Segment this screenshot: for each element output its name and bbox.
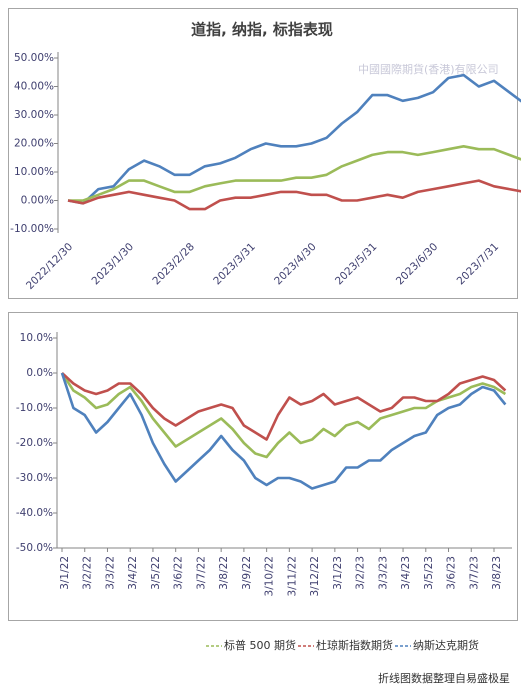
x-tick-label: 3/7/23 xyxy=(468,556,480,590)
y-tick-label: -30.0% xyxy=(16,472,53,484)
x-tick-label: 3/11/22 xyxy=(286,556,298,596)
x-tick-label: 3/1/23 xyxy=(332,556,344,590)
y-tick-label: 10.0% xyxy=(20,332,53,344)
x-tick-label: 2023/1/30 xyxy=(90,241,137,288)
x-tick-label: 3/3/23 xyxy=(377,556,389,590)
watermark: 中國國際期貨(香港)有限公司 xyxy=(358,62,499,76)
chart-title: 道指, 纳指, 标指表现 xyxy=(191,21,333,39)
x-tick-label: 2023/3/31 xyxy=(211,241,258,288)
y-tick-label: 50.00% xyxy=(14,52,54,64)
y-tick-label: 20.00% xyxy=(14,138,54,150)
line-series xyxy=(67,73,521,205)
x-tick-label: 3/1/22 xyxy=(59,556,71,590)
x-tick-label: 3/8/22 xyxy=(218,556,230,590)
x-tick-label: 2023/6/30 xyxy=(394,241,441,288)
y-tick-label: -10.00% xyxy=(10,223,54,235)
x-tick-label: 2023/2/28 xyxy=(150,241,197,288)
y-tick-label: 30.00% xyxy=(14,109,54,121)
line-series xyxy=(60,372,507,459)
x-tick-label: 3/12/22 xyxy=(309,556,321,596)
chart-frame xyxy=(8,8,518,299)
x-tick-label: 2023/5/31 xyxy=(333,241,380,288)
x-tick-label: 3/7/22 xyxy=(195,556,207,590)
x-tick-label: 3/8/23 xyxy=(491,556,503,590)
y-tick-label: -50.0% xyxy=(16,542,53,554)
line-series xyxy=(67,179,521,211)
x-tick-label: 3/6/22 xyxy=(173,556,185,590)
y-tick-label: 10.00% xyxy=(14,166,54,178)
x-tick-label: 3/6/23 xyxy=(446,556,458,590)
x-tick-label: 3/5/22 xyxy=(150,556,162,590)
y-tick-label: -40.0% xyxy=(16,507,53,519)
x-tick-label: 2022/12/30 xyxy=(24,241,75,292)
x-tick-label: 3/4/22 xyxy=(127,556,139,590)
legend-label: 杜琼斯指数期货 xyxy=(316,638,393,652)
y-tick-label: 0.00% xyxy=(21,195,54,207)
x-tick-label: 3/4/23 xyxy=(400,556,412,590)
y-tick-label: 0.0% xyxy=(26,367,53,379)
x-tick-label: 3/3/22 xyxy=(104,556,116,590)
y-tick-label: -10.0% xyxy=(16,402,53,414)
y-tick-label: 40.00% xyxy=(14,81,54,93)
source-note: 折线图数据整理自易盛极星 xyxy=(378,671,510,685)
line-series xyxy=(61,372,507,441)
x-tick-label: 3/10/22 xyxy=(264,556,276,596)
x-tick-label: 3/2/22 xyxy=(82,556,94,590)
line-series xyxy=(60,372,507,490)
x-tick-label: 3/5/23 xyxy=(423,556,435,590)
x-tick-label: 3/9/22 xyxy=(241,556,253,590)
legend-label: 标普 500 期货 xyxy=(224,638,296,652)
line-series xyxy=(68,145,521,202)
legend-label: 纳斯达克期货 xyxy=(413,638,479,652)
x-tick-label: 2023/7/31 xyxy=(455,241,502,288)
x-tick-label: 2023/4/30 xyxy=(272,241,319,288)
chart-frame xyxy=(8,312,518,621)
y-tick-label: -20.0% xyxy=(16,437,53,449)
x-tick-label: 3/2/23 xyxy=(355,556,367,590)
